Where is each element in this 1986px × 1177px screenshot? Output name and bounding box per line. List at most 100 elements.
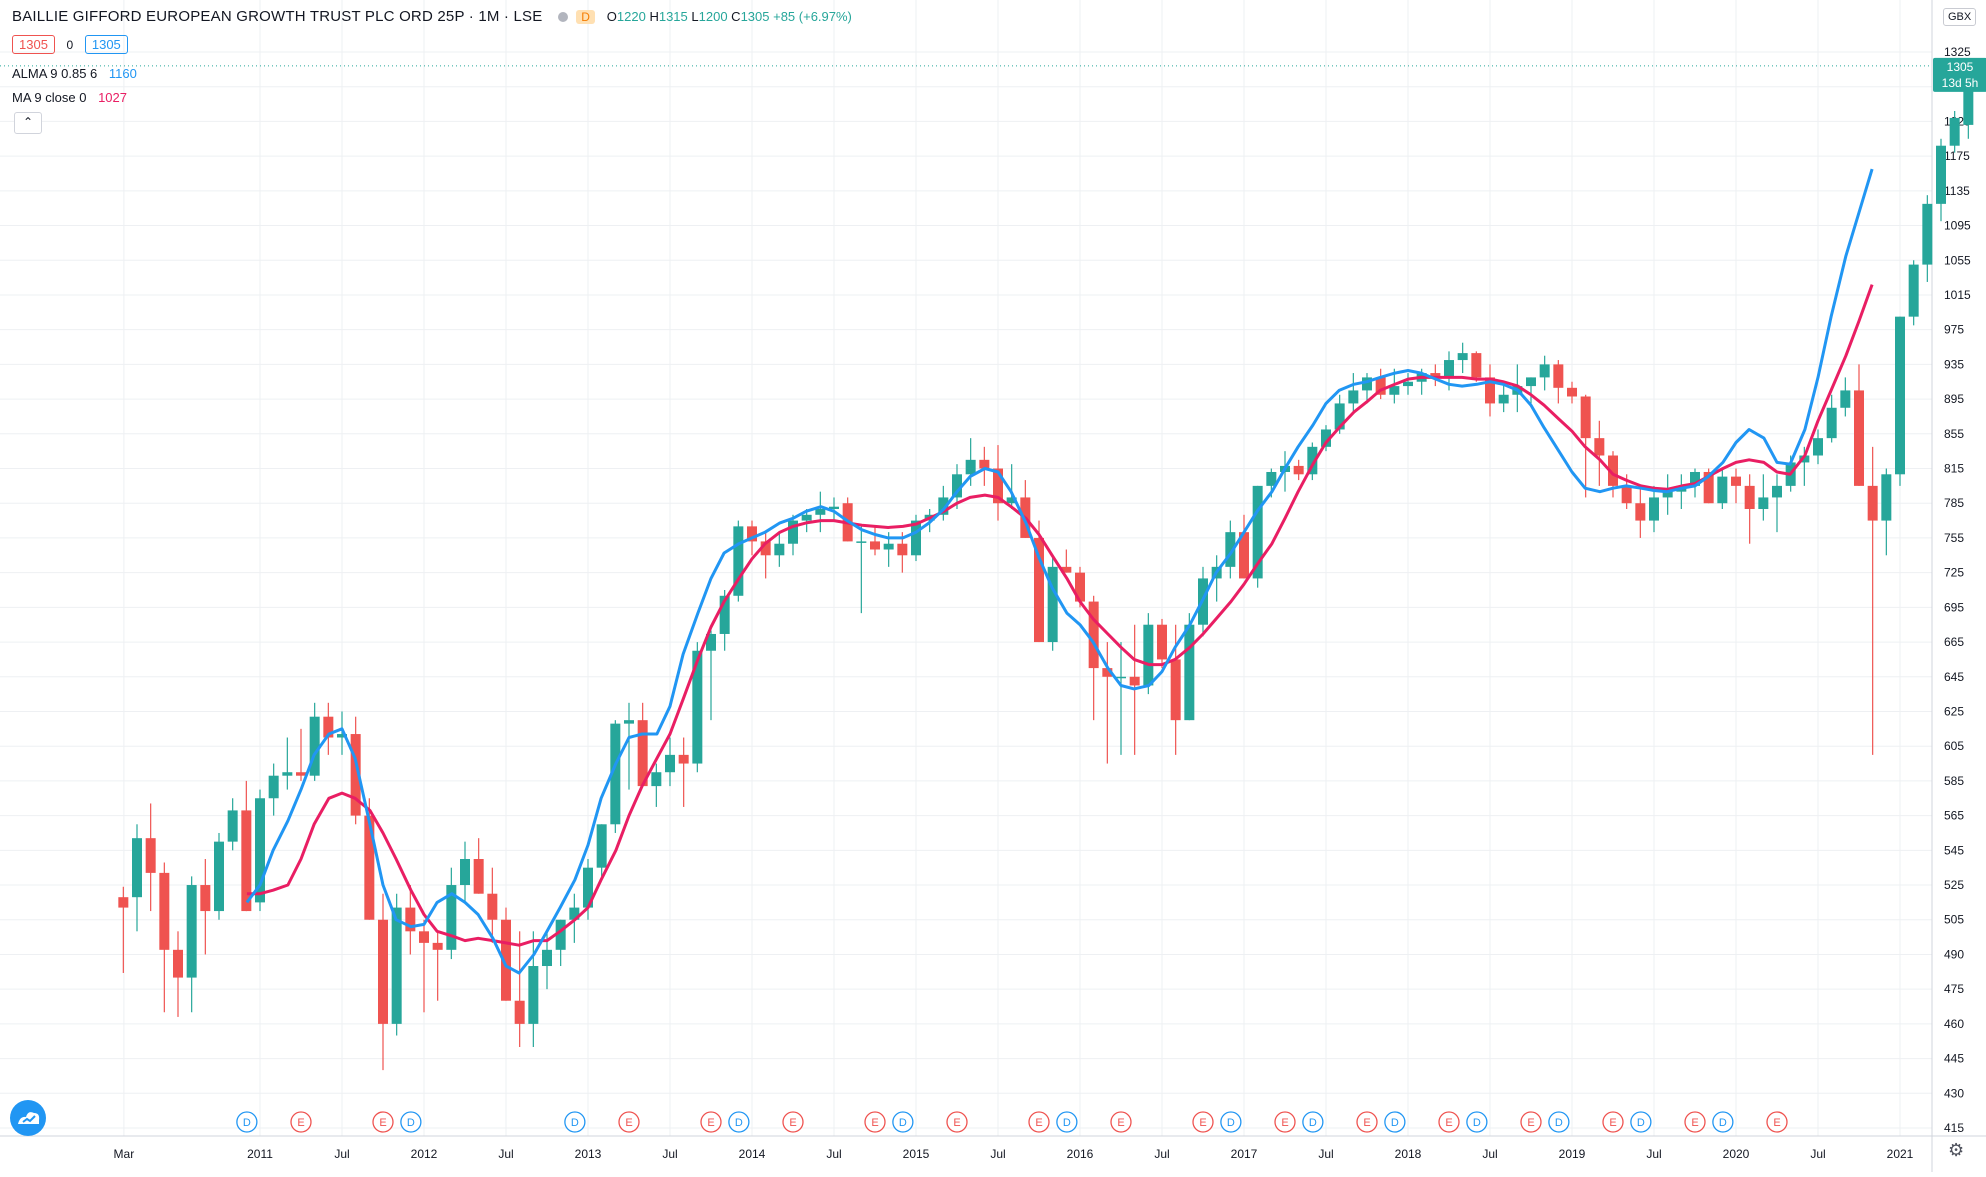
candle [760, 532, 771, 579]
event-label: E [1281, 1117, 1288, 1129]
candle-body [624, 720, 634, 724]
candle-body [993, 468, 1003, 504]
dividend-marker[interactable]: D [892, 1111, 914, 1133]
earnings-marker[interactable]: E [946, 1111, 968, 1133]
dividend-marker[interactable]: D [1056, 1111, 1078, 1133]
candle [624, 702, 634, 790]
candle [1949, 111, 1960, 153]
candle [1485, 364, 1495, 417]
candle-body [897, 543, 908, 556]
candle [1553, 360, 1564, 404]
earnings-marker[interactable]: E [864, 1111, 886, 1133]
candle-body [1430, 373, 1441, 378]
event-circle [564, 1111, 586, 1133]
candle [1813, 429, 1823, 465]
earnings-marker[interactable]: E [782, 1111, 804, 1133]
candle [1676, 474, 1687, 510]
gear-icon[interactable]: ⚙ [1948, 1140, 1965, 1160]
alma-legend[interactable]: ALMA 9 0.85 6 1160 [12, 66, 137, 81]
earnings-marker[interactable]: E [618, 1111, 640, 1133]
tradingview-logo-icon[interactable] [10, 1100, 46, 1136]
candle [186, 876, 197, 1013]
earnings-marker[interactable]: E [1192, 1111, 1214, 1133]
y-tick-label: 855 [1944, 427, 1964, 441]
earnings-marker[interactable]: E [1110, 1111, 1132, 1133]
candle [1854, 364, 1864, 486]
ma-line [246, 284, 1874, 947]
y-tick-label: 785 [1944, 496, 1964, 510]
flag-badge[interactable]: D [576, 10, 595, 24]
indicator-lines [245, 168, 1874, 975]
dividend-marker[interactable]: D [236, 1111, 258, 1133]
earnings-marker[interactable]: E [1684, 1111, 1706, 1133]
event-circle [1466, 1111, 1488, 1133]
candle [1457, 342, 1468, 374]
event-label: D [735, 1117, 743, 1129]
earnings-marker[interactable]: E [1438, 1111, 1460, 1133]
earnings-marker[interactable]: E [1520, 1111, 1542, 1133]
event-label: D [1063, 1117, 1071, 1129]
ask-price-button[interactable]: 1305 [84, 35, 128, 54]
event-circle [864, 1111, 886, 1133]
earnings-marker[interactable]: E [1356, 1111, 1378, 1133]
earnings-marker[interactable]: E [700, 1111, 722, 1133]
x-tick-label: Jul [1482, 1147, 1497, 1161]
dividend-marker[interactable]: D [400, 1111, 422, 1133]
candle [268, 763, 279, 816]
candle-body [788, 520, 798, 544]
y-tick-label: 815 [1944, 462, 1964, 476]
candle-body [1362, 377, 1372, 391]
earnings-marker[interactable]: E [1766, 1111, 1788, 1133]
y-tick-label: 475 [1944, 982, 1964, 996]
candle-body [747, 526, 757, 542]
collapse-legend-button[interactable]: ⌃ [14, 112, 42, 134]
dividend-marker[interactable]: D [1548, 1111, 1570, 1133]
ohlc-open-label: O [606, 9, 617, 24]
candle [637, 702, 648, 787]
dividend-marker[interactable]: D [564, 1111, 586, 1133]
dividend-marker[interactable]: D [1384, 1111, 1406, 1133]
event-label: E [625, 1117, 632, 1129]
earnings-marker[interactable]: E [1602, 1111, 1624, 1133]
earnings-marker[interactable]: E [1274, 1111, 1296, 1133]
event-label: E [1117, 1117, 1124, 1129]
event-label: D [1227, 1117, 1235, 1129]
candle-body [678, 754, 689, 764]
candle-body [1375, 377, 1386, 395]
ohlc-high: 1315 [658, 9, 688, 24]
event-label: E [379, 1117, 386, 1129]
earnings-marker[interactable]: E [1028, 1111, 1050, 1133]
candle-body [528, 966, 539, 1024]
dividend-marker[interactable]: D [1630, 1111, 1652, 1133]
candle [1157, 618, 1167, 669]
candle-body [1840, 390, 1851, 408]
dividend-marker[interactable]: D [1712, 1111, 1734, 1133]
earnings-marker[interactable]: E [372, 1111, 394, 1133]
candle-body [829, 506, 839, 510]
x-tick-label: 2016 [1067, 1147, 1094, 1161]
chevron-up-icon: ⌃ [22, 115, 34, 129]
ma-legend[interactable]: MA 9 close 0 1027 [12, 90, 127, 105]
candle-body [473, 859, 484, 894]
currency-button[interactable]: GBX [1943, 8, 1977, 26]
symbol-legend: BAILLIE GIFFORD EUROPEAN GROWTH TRUST PL… [12, 8, 852, 25]
candle [487, 867, 498, 943]
x-tick-label: Jul [826, 1147, 841, 1161]
x-tick-label: 2017 [1231, 1147, 1258, 1161]
dividend-marker[interactable]: D [728, 1111, 750, 1133]
candle [596, 824, 607, 877]
dividend-marker[interactable]: D [1220, 1111, 1242, 1133]
candle-body [637, 720, 648, 787]
candle [651, 763, 662, 807]
event-label: D [407, 1117, 415, 1129]
dividend-marker[interactable]: D [1466, 1111, 1488, 1133]
bid-price-button[interactable]: 1305 [12, 35, 55, 54]
candle [118, 886, 129, 973]
earnings-marker[interactable]: E [290, 1111, 312, 1133]
y-tick-label: 415 [1944, 1121, 1964, 1135]
candle-body [1936, 145, 1946, 204]
candle-body [1184, 624, 1195, 721]
dividend-marker[interactable]: D [1302, 1111, 1324, 1133]
